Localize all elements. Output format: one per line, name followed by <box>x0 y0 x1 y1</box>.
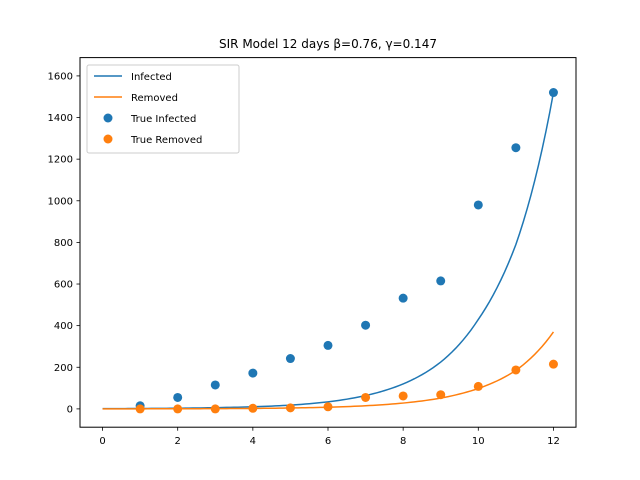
point-true-infected <box>548 88 558 98</box>
x-tick-label: 8 <box>400 436 406 447</box>
axis-ticks: 0 2 4 6 8 10 12 0 200 400 600 800 1000 1200 1400 1600 <box>48 71 560 447</box>
y-tick-label: 600 <box>54 280 73 291</box>
point-true-removed <box>398 391 408 401</box>
x-tick-label: 6 <box>325 436 331 447</box>
point-true-removed <box>248 403 258 413</box>
y-tick-label: 1200 <box>48 155 73 166</box>
point-true-removed <box>436 390 446 400</box>
y-tick-label: 800 <box>54 238 73 249</box>
legend-swatch-true-removed <box>103 134 113 144</box>
point-true-removed <box>473 381 483 391</box>
y-tick-label: 1000 <box>48 196 73 207</box>
point-true-infected <box>473 200 483 210</box>
point-true-infected <box>511 143 521 153</box>
point-true-infected <box>285 354 295 364</box>
point-true-infected <box>398 293 408 303</box>
point-true-removed <box>173 404 183 414</box>
plot-clip-group <box>102 88 558 414</box>
point-true-infected <box>248 368 258 378</box>
x-tick-label: 10 <box>472 436 485 447</box>
point-true-removed <box>511 365 521 375</box>
legend-swatch-true-infected <box>103 113 113 123</box>
x-tick-label: 12 <box>547 436 560 447</box>
y-tick-label: 1600 <box>48 71 73 82</box>
chart-title: SIR Model 12 days β=0.76, γ=0.147 <box>219 37 437 51</box>
legend-label-infected: Infected <box>131 72 172 83</box>
point-true-removed <box>548 359 558 369</box>
point-true-infected <box>436 276 446 286</box>
point-true-infected <box>173 392 183 402</box>
y-tick-label: 400 <box>54 321 73 332</box>
point-true-removed <box>323 402 333 412</box>
legend-label-removed: Removed <box>131 93 178 104</box>
y-tick-label: 1400 <box>48 113 73 124</box>
y-tick-label: 0 <box>67 404 73 415</box>
point-true-removed <box>285 403 295 413</box>
x-tick-label: 2 <box>175 436 181 447</box>
legend-label-true-infected: True Infected <box>130 114 196 125</box>
legend-label-true-removed: True Removed <box>130 135 202 146</box>
point-true-removed <box>135 404 145 414</box>
point-true-infected <box>210 380 220 390</box>
legend-box <box>86 64 240 154</box>
plot-area <box>102 88 558 414</box>
point-true-infected <box>323 340 333 350</box>
point-true-infected <box>361 320 371 330</box>
x-tick-label: 4 <box>250 436 256 447</box>
y-tick-label: 200 <box>54 363 73 374</box>
legend: Infected Removed True Infected True Removed <box>86 64 240 154</box>
point-true-removed <box>210 404 220 414</box>
point-true-removed <box>361 392 371 402</box>
x-tick-label: 0 <box>99 436 105 447</box>
